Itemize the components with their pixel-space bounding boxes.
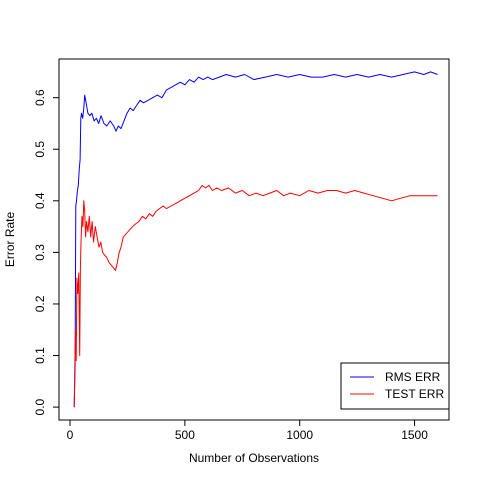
y-tick-label-2: 0.2 [33, 295, 47, 312]
y-tick-label-0: 0.0 [33, 398, 47, 415]
legend-label-1: TEST ERR [385, 387, 444, 401]
x-tick-label-0: 0 [67, 428, 74, 442]
x-axis-title: Number of Observations [189, 451, 319, 465]
legend: RMS ERR TEST ERR [340, 362, 450, 410]
y-tick-label-1: 0.1 [33, 347, 47, 364]
series-line-0 [73, 71, 438, 408]
plot-area [73, 71, 438, 408]
axes: 0 500 1000 1500 0.0 0.1 0.2 0.3 0.4 0.5 0.6 [33, 58, 450, 442]
x-tick-label-3: 1500 [401, 428, 428, 442]
x-tick-label-2: 1000 [286, 428, 313, 442]
y-axis-title: Error Rate [3, 212, 17, 268]
y-tick-label-5: 0.5 [33, 141, 47, 158]
y-tick-label-6: 0.6 [33, 89, 47, 106]
x-tick-label-1: 500 [175, 428, 195, 442]
legend-label-0: RMS ERR [385, 370, 441, 384]
y-tick-label-4: 0.4 [33, 192, 47, 209]
y-tick-label-3: 0.3 [33, 244, 47, 261]
legend-box [340, 362, 450, 410]
series-line-1 [73, 184, 438, 408]
